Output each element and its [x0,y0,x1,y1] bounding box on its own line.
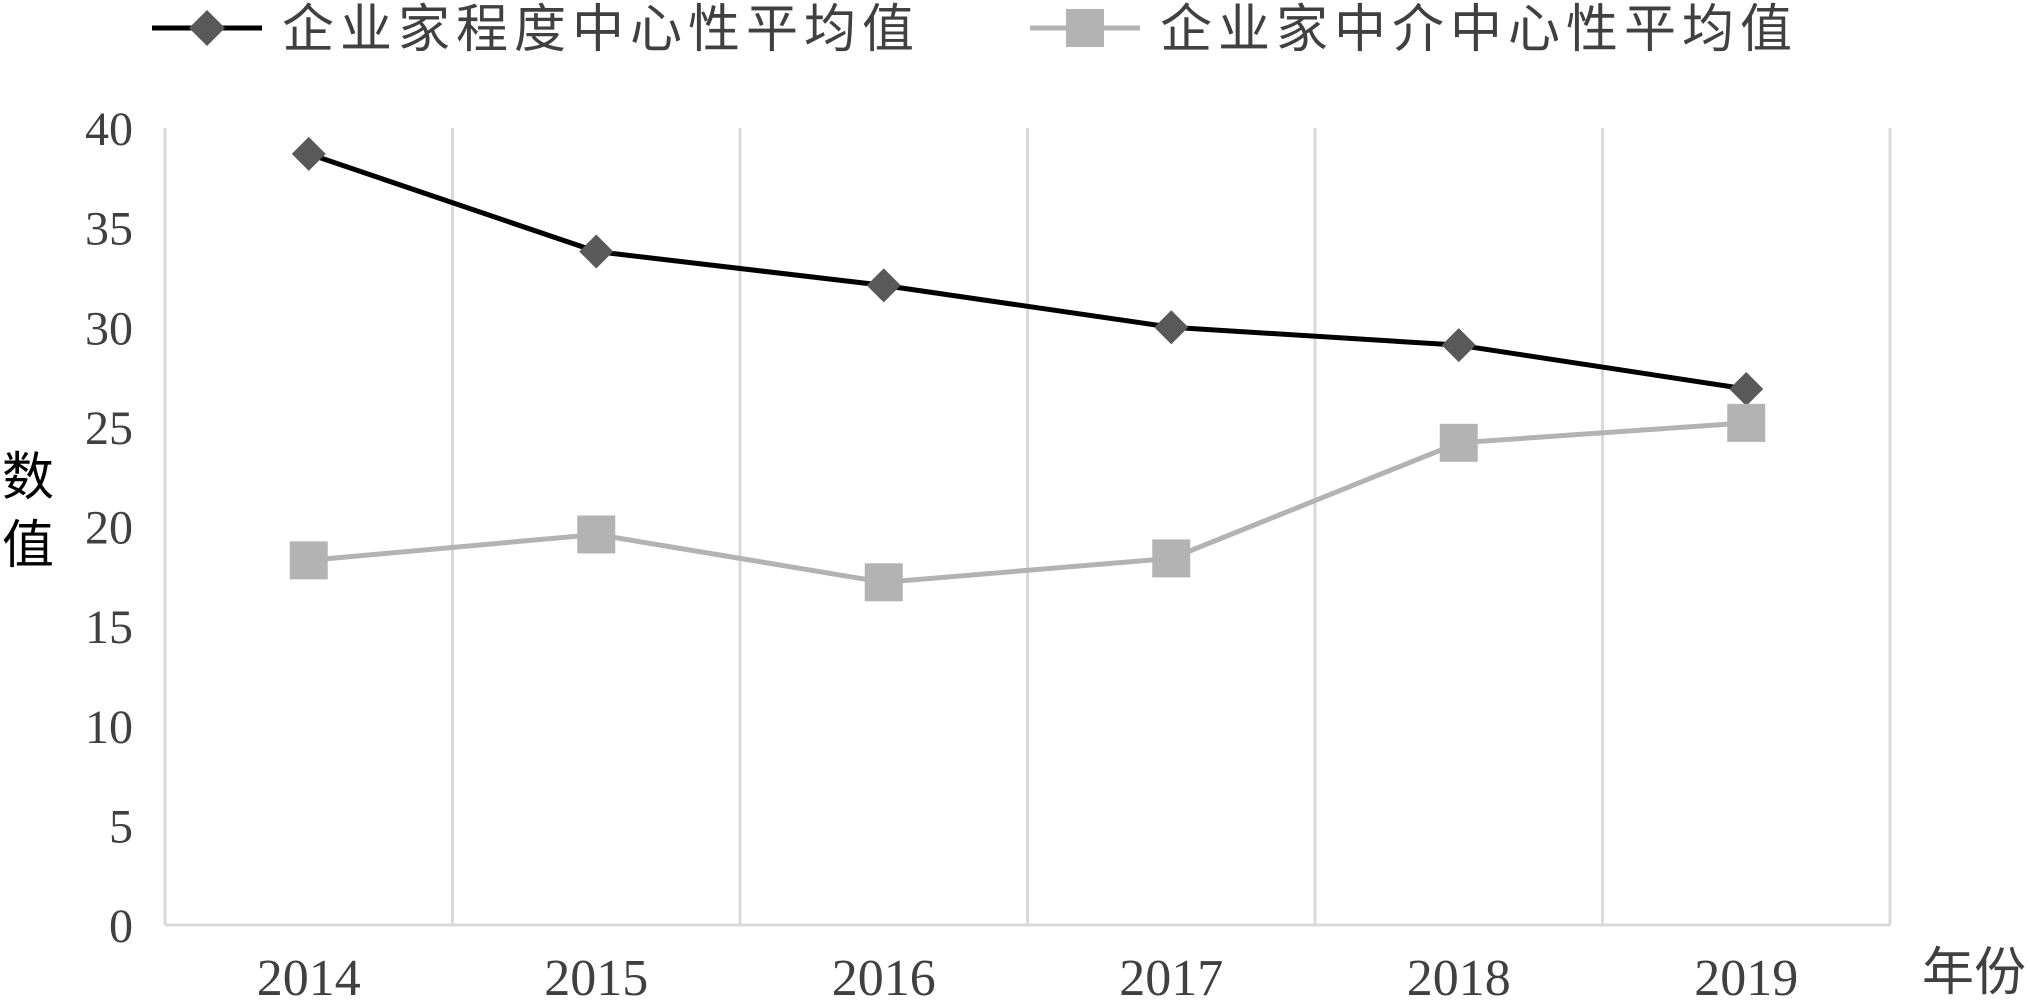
y-tick-label: 5 [109,800,133,853]
data-point-series-1 [1729,372,1764,407]
x-tick-label: 2018 [1407,950,1511,999]
series-line-1 [307,151,1747,392]
x-tick-label: 2014 [257,950,361,999]
y-tick-label: 40 [85,103,133,156]
data-point-series-1 [291,136,326,171]
y-tick-label: 30 [85,302,133,355]
y-axis-title: 数 [2,450,54,507]
data-point-series-2 [1152,539,1191,578]
y-axis-title: 值 [2,518,54,575]
legend-marker-1 [189,10,225,46]
data-point-series-2 [864,563,903,602]
grid-layer [163,128,1892,925]
y-tick-label: 15 [85,601,133,654]
series-layer [289,136,1766,602]
series-line-2 [308,420,1747,585]
y-tick-label: 35 [85,203,133,256]
data-point-series-2 [1727,403,1766,442]
legend: 企业家程度中心性平均值 企业家中介中心性平均值 [152,2,1798,59]
data-point-series-1 [1441,328,1476,363]
y-tick-label: 25 [85,402,133,455]
data-point-series-1 [1154,310,1189,345]
x-tick-label: 2019 [1694,950,1798,999]
legend-marker-2 [1066,9,1104,47]
x-tick-label: 2017 [1119,950,1223,999]
y-tick-label: 10 [85,701,133,754]
y-tick-label: 0 [109,900,133,953]
data-point-series-2 [577,515,616,554]
legend-label-2: 企业家中介中心性平均值 [1160,2,1798,59]
legend-label-1: 企业家程度中心性平均值 [282,2,920,59]
data-point-series-1 [866,268,901,303]
data-point-series-1 [579,234,614,269]
axis-layer: 0 5 10 15 20 25 30 35 40 2014 2015 2016 2017 2018 2019 [85,103,1890,1004]
y-tick-label: 20 [85,502,133,555]
data-point-series-2 [1439,423,1478,462]
x-tick-label: 2015 [544,950,648,999]
data-point-series-2 [289,541,328,580]
label-layer: 年份 数值 [2,450,2026,1002]
x-axis-title: 年份 [1922,945,2026,999]
x-tick-label: 2016 [832,950,936,999]
